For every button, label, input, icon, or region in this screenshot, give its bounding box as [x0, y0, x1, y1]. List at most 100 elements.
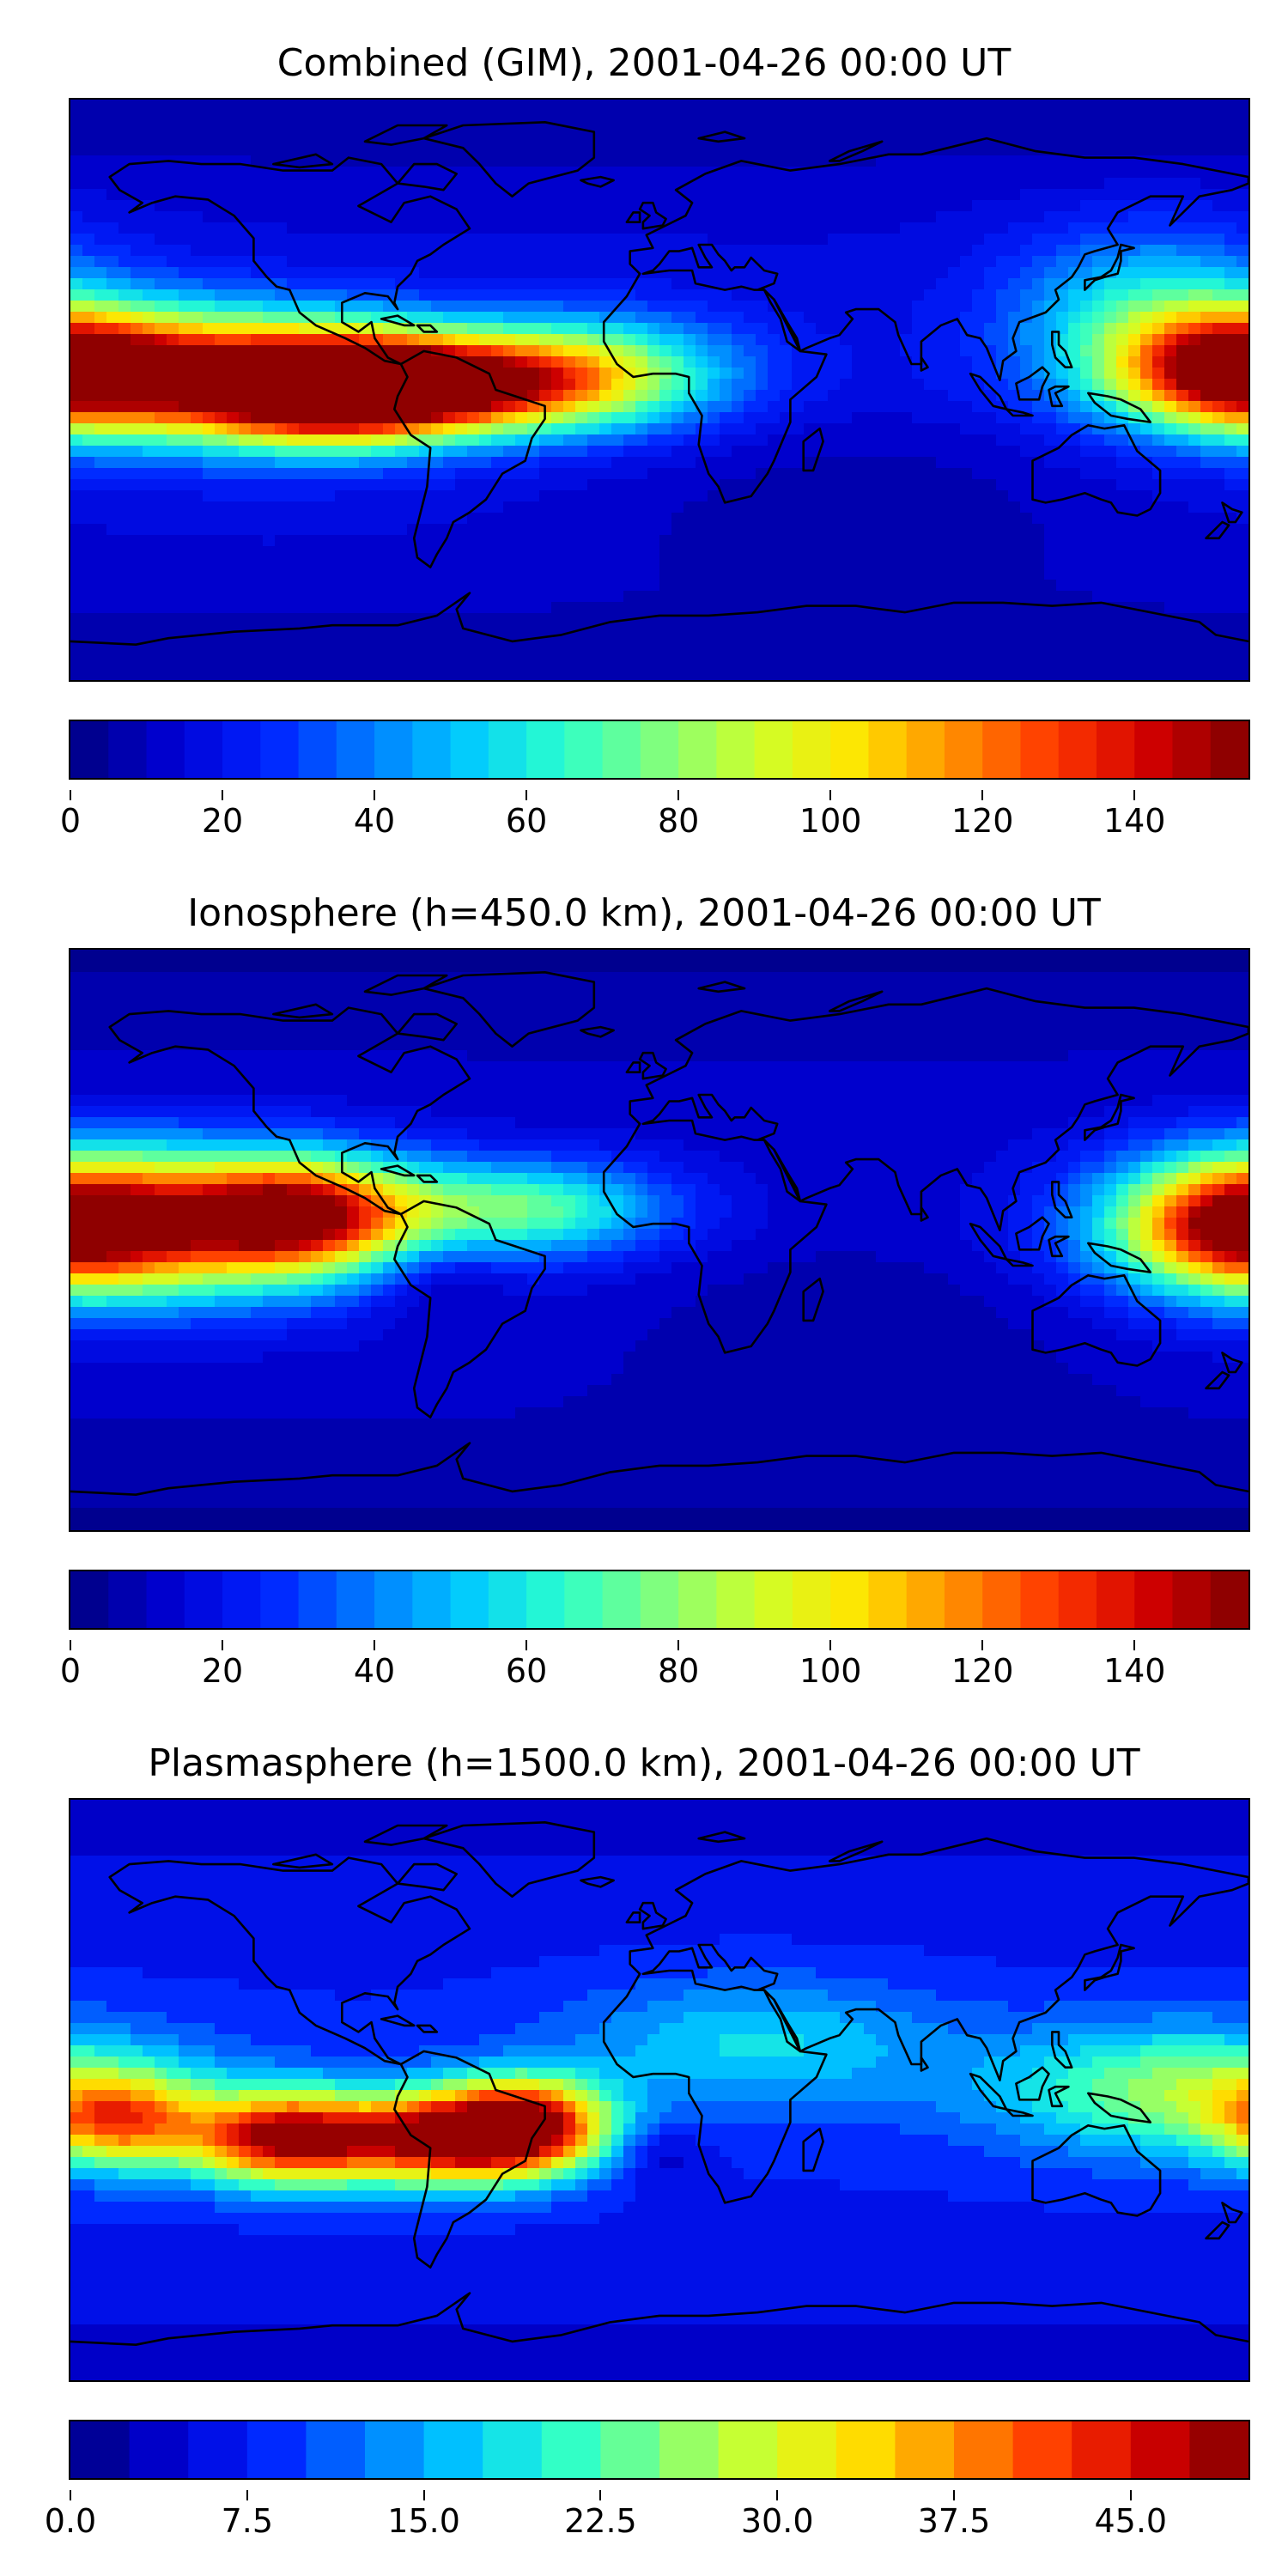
heatmap-cell: [419, 100, 432, 112]
heatmap-cell: [768, 345, 781, 357]
heatmap-cell: [708, 379, 720, 391]
heatmap-cell: [311, 524, 324, 536]
heatmap-cell: [816, 379, 829, 391]
heatmap-cell: [587, 368, 600, 380]
heatmap-cell: [455, 133, 468, 145]
heatmap-cell: [1044, 256, 1057, 268]
heatmap-cell: [347, 211, 360, 223]
heatmap-cell: [527, 580, 540, 592]
heatmap-cell: [467, 647, 480, 659]
heatmap-cell: [816, 301, 829, 313]
heatmap-cell: [1116, 345, 1129, 357]
heatmap-cell: [696, 557, 708, 569]
heatmap-cell: [635, 155, 648, 167]
heatmap-cell: [167, 379, 179, 391]
heatmap-cell: [347, 356, 360, 368]
heatmap-cell: [515, 557, 528, 569]
heatmap-cell: [575, 479, 588, 491]
heatmap-cell: [227, 580, 240, 592]
heatmap-cell: [816, 580, 829, 592]
heatmap-cell: [864, 122, 877, 134]
heatmap-cell: [888, 267, 901, 279]
heatmap-cell: [323, 624, 336, 636]
heatmap-cell: [239, 479, 252, 491]
heatmap-cell: [1200, 412, 1213, 424]
heatmap-cell: [1104, 334, 1117, 346]
heatmap-cell: [143, 122, 155, 134]
heatmap-cell: [299, 412, 312, 424]
heatmap-cell: [203, 524, 216, 536]
heatmap-cell: [1032, 189, 1045, 201]
heatmap-cell: [371, 580, 384, 592]
heatmap-cell: [1128, 133, 1141, 145]
heatmap-cell: [828, 133, 841, 145]
heatmap-cell: [708, 323, 720, 335]
heatmap-cell: [1068, 635, 1081, 647]
heatmap-cell: [467, 368, 480, 380]
heatmap-cell: [383, 658, 396, 670]
heatmap-cell: [467, 457, 480, 469]
heatmap-cell: [227, 301, 240, 313]
heatmap-cell: [924, 334, 937, 346]
heatmap-cell: [936, 245, 949, 257]
heatmap-cell: [563, 457, 576, 469]
heatmap-cell: [455, 568, 468, 580]
heatmap-cell: [143, 155, 155, 167]
heatmap-cell: [599, 557, 612, 569]
heatmap-cell: [527, 200, 540, 212]
heatmap-cell: [203, 256, 216, 268]
heatmap-cell: [395, 222, 408, 234]
heatmap-cell: [131, 256, 143, 268]
heatmap-cell: [203, 278, 216, 290]
heatmap-cell: [311, 245, 324, 257]
heatmap-cell: [191, 245, 204, 257]
heatmap-cell: [936, 133, 949, 145]
heatmap-cell: [611, 167, 624, 179]
heatmap-cell: [515, 580, 528, 592]
heatmap-cell: [984, 457, 997, 469]
heatmap-cell: [479, 446, 492, 458]
heatmap-cell: [575, 200, 588, 212]
heatmap-cell: [503, 524, 516, 536]
heatmap-cell: [70, 144, 83, 156]
heatmap-cell: [960, 167, 973, 179]
heatmap-cell: [82, 334, 95, 346]
heatmap-cell: [792, 635, 805, 647]
heatmap-cell: [683, 501, 696, 513]
heatmap-cell: [251, 446, 264, 458]
heatmap-cell: [419, 412, 432, 424]
heatmap-cell: [1044, 323, 1057, 335]
heatmap-cell: [479, 546, 492, 558]
heatmap-cell: [876, 379, 889, 391]
heatmap-cell: [311, 635, 324, 647]
heatmap-cell: [611, 557, 624, 569]
heatmap-cell: [94, 122, 107, 134]
heatmap-cell: [780, 222, 793, 234]
heatmap-cell: [984, 234, 997, 246]
heatmap-cell: [696, 267, 708, 279]
heatmap-cell: [419, 278, 432, 290]
heatmap-cell: [864, 557, 877, 569]
heatmap-cell: [1176, 647, 1189, 659]
heatmap-cell: [455, 401, 468, 413]
heatmap-cell: [924, 278, 937, 290]
heatmap-cell: [551, 245, 564, 257]
heatmap-cell: [792, 245, 805, 257]
heatmap-cell: [70, 122, 83, 134]
heatmap-cell: [768, 513, 781, 525]
heatmap-cell: [756, 635, 769, 647]
heatmap-cell: [335, 468, 348, 480]
heatmap-cell: [804, 278, 817, 290]
heatmap-cell: [407, 189, 420, 201]
heatmap-cell: [431, 423, 444, 435]
heatmap-cell: [323, 658, 336, 670]
heatmap-cell: [167, 144, 179, 156]
heatmap-cell: [227, 312, 240, 324]
heatmap-cell: [215, 178, 228, 190]
heatmap-cell: [635, 624, 648, 636]
heatmap-cell: [587, 267, 600, 279]
heatmap-cell: [203, 289, 216, 301]
heatmap-cell: [1044, 111, 1057, 123]
heatmap-cell: [431, 356, 444, 368]
heatmap-cell: [419, 568, 432, 580]
